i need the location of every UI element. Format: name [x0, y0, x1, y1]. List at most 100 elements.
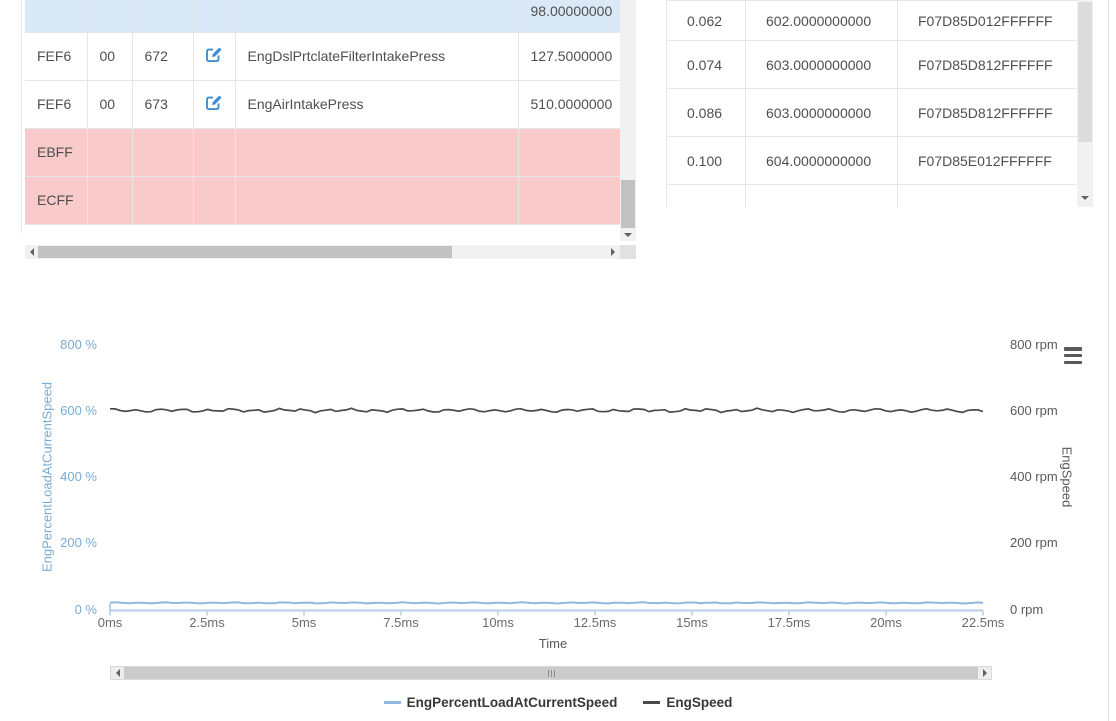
signal-value-cell: 127.5000000 — [518, 32, 620, 81]
legend-label: EngSpeed — [666, 695, 733, 710]
left-tick-label: 800 % — [60, 336, 97, 352]
vertical-scrollbar-thumb[interactable] — [621, 180, 635, 228]
arrow-left-icon — [30, 248, 34, 256]
spn-cell — [132, 176, 194, 225]
legend-marker — [643, 701, 661, 704]
spn-cell: 673 — [132, 80, 194, 129]
arrow-down-icon — [624, 232, 632, 237]
signal-name-cell — [235, 176, 519, 225]
edit-icon[interactable] — [205, 46, 223, 63]
left-tick-label: 200 % — [60, 535, 97, 551]
horizontal-scrollbar-thumb[interactable] — [38, 246, 452, 258]
chart-scroll-left-button[interactable] — [111, 667, 124, 679]
signal-name-cell — [235, 0, 519, 33]
spn-cell — [132, 0, 194, 33]
hex-data-cell: F07D85D812FFFFFF — [897, 88, 1078, 137]
table-row[interactable]: ECFF — [25, 176, 620, 225]
x-tick-label: 17.5ms — [767, 615, 811, 630]
table-row[interactable]: 0.086 603.0000000000 F07D85D812FFFFFF — [666, 88, 1078, 137]
signal-value-cell — [518, 128, 620, 177]
table-row[interactable]: 0.074 603.0000000000 F07D85D812FFFFFF — [666, 40, 1078, 89]
value-cell: 604.0000000000 — [745, 136, 898, 185]
chart-scrollbar-thumb[interactable] — [124, 667, 978, 679]
scroll-down-button[interactable] — [620, 228, 636, 241]
legend-marker — [383, 701, 401, 704]
table-row[interactable]: FEF6 00 672 EngDslPrtclateFilterIntakePr… — [25, 32, 620, 81]
legend-label: EngPercentLoadAtCurrentSpeed — [406, 695, 618, 710]
x-tick-label: 12.5ms — [573, 615, 617, 630]
signal-value-cell: 98.00000000 — [518, 0, 620, 33]
legend-item-EngPercentLoadAtCurrentSpeed[interactable]: EngPercentLoadAtCurrentSpeed — [383, 695, 618, 710]
panel-divider — [1108, 0, 1109, 721]
hamburger-menu-icon[interactable] — [1064, 347, 1082, 364]
edit-cell — [193, 80, 236, 129]
scrollbar-corner — [620, 245, 636, 259]
source-address-cell — [87, 176, 133, 225]
right-tick-label: 400 rpm — [1010, 469, 1058, 484]
left-tick-label: 0 % — [74, 601, 97, 617]
x-tick-label: 0ms — [97, 615, 123, 630]
signal-table: 98.00000000 FEF6 00 672 EngDslPrtclateFi… — [25, 0, 620, 228]
x-tick-label: 2.5ms — [189, 615, 225, 630]
arrow-right-icon — [611, 248, 615, 256]
x-tick-label: 22.5ms — [961, 615, 1005, 630]
timestamp-cell — [666, 184, 746, 207]
signal-name-cell: EngAirIntakePress — [235, 80, 519, 129]
value-cell — [745, 184, 898, 207]
pgn-cell: EBFF — [25, 128, 88, 177]
table-row[interactable] — [666, 184, 1078, 207]
x-tick-label: 10ms — [482, 615, 514, 630]
chart-scroll-right-button[interactable] — [978, 667, 991, 679]
right-tick-label: 800 rpm — [1010, 336, 1058, 352]
right-tick-label: 600 rpm — [1010, 402, 1058, 418]
x-tick-label: 7.5ms — [383, 615, 419, 630]
table-row-highlighted[interactable]: 98.00000000 — [25, 0, 620, 33]
edit-cell — [193, 176, 236, 225]
hex-data-cell: F07D85D812FFFFFF — [897, 40, 1078, 89]
chart-horizontal-scrollbar[interactable] — [110, 666, 992, 680]
value-cell: 602.0000000000 — [745, 0, 898, 41]
pgn-cell: FEF6 — [25, 80, 88, 129]
value-cell: 603.0000000000 — [745, 40, 898, 89]
signal-name-cell: EngDslPrtclateFilterIntakePress — [235, 32, 519, 81]
series-line-EngSpeed — [109, 407, 984, 414]
legend-item-EngSpeed[interactable]: EngSpeed — [643, 695, 732, 710]
right-table-vertical-scrollbar[interactable] — [1077, 0, 1093, 207]
spn-cell: 672 — [132, 32, 194, 81]
table-row[interactable]: 0.100 604.0000000000 F07D85E012FFFFFF — [666, 136, 1078, 185]
scroll-left-button[interactable] — [25, 245, 39, 259]
hex-data-cell: F07D85E012FFFFFF — [897, 136, 1078, 185]
timestamp-cell: 0.086 — [666, 88, 746, 137]
table-row[interactable]: EBFF — [25, 128, 620, 177]
spn-cell — [132, 128, 194, 177]
right-tick-label: 200 rpm — [1010, 535, 1058, 551]
left-tick-label: 400 % — [60, 469, 97, 484]
hex-data-cell: F07D85D012FFFFFF — [897, 0, 1078, 41]
timestamp-cell: 0.062 — [666, 0, 746, 41]
right-tick-label: 0 rpm — [1010, 601, 1044, 617]
source-address-cell: 00 — [87, 80, 133, 129]
edit-icon[interactable] — [205, 94, 223, 111]
arrow-right-icon — [982, 669, 987, 677]
arrow-left-icon — [115, 669, 120, 677]
source-address-cell: 00 — [87, 32, 133, 81]
chart-legend: EngPercentLoadAtCurrentSpeed EngSpeed — [0, 695, 1116, 710]
left-table-horizontal-scrollbar[interactable] — [25, 245, 620, 259]
hex-data-cell — [897, 184, 1078, 207]
left-table-vertical-scrollbar[interactable] — [620, 0, 636, 241]
table-row[interactable]: FEF6 00 673 EngAirIntakePress 510.000000… — [25, 80, 620, 129]
series-line-EngPercentLoadAtCurrentSpeed — [109, 601, 984, 605]
signal-value-cell: 510.0000000 — [518, 80, 620, 129]
signal-name-cell — [235, 128, 519, 177]
signal-value-cell — [518, 176, 620, 225]
edit-cell — [193, 0, 236, 33]
scroll-right-button[interactable] — [606, 245, 620, 259]
source-address-cell — [87, 128, 133, 177]
vertical-scrollbar-thumb[interactable] — [1078, 2, 1092, 142]
timestamp-cell: 0.100 — [666, 136, 746, 185]
scroll-down-button[interactable] — [1077, 190, 1093, 206]
value-cell: 603.0000000000 — [745, 88, 898, 137]
edit-cell — [193, 32, 236, 81]
left-panel-border — [21, 0, 22, 233]
table-row[interactable]: 0.062 602.0000000000 F07D85D012FFFFFF — [666, 0, 1078, 41]
